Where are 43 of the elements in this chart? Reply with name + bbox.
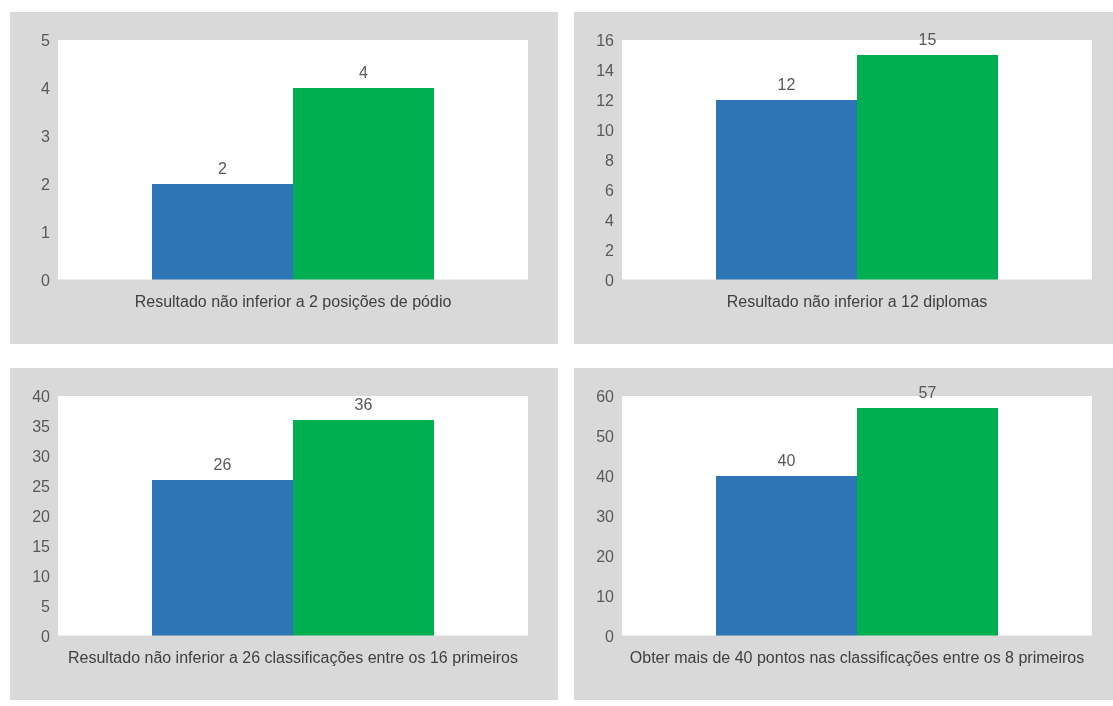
- y-tick-label: 60: [596, 387, 615, 405]
- y-tick-label: 40: [596, 467, 615, 485]
- y-tick-label: 50: [596, 427, 615, 445]
- y-tick-label: 1: [41, 223, 51, 241]
- y-tick-label: 10: [596, 587, 615, 605]
- y-tick-label: 5: [41, 597, 51, 615]
- y-tick-label: 30: [596, 507, 615, 525]
- y-tick-label: 16: [596, 31, 615, 49]
- y-tick-label: 8: [605, 151, 615, 169]
- y-tick-label: 0: [605, 627, 615, 645]
- y-tick-label: 35: [32, 417, 51, 435]
- x-tick-label: Resultado não inferior a 2 posições de pódio: [134, 293, 452, 311]
- y-tick-label: 4: [41, 79, 51, 97]
- x-tick-label: Resultado não inferior a 26 classificações entre os 16 primeiros: [67, 649, 519, 667]
- y-tick-label: 5: [41, 31, 51, 49]
- x-tick-label: Obter mais de 40 pontos nas classificações entre os 8 primeiros: [629, 649, 1085, 667]
- data-label: 2: [218, 160, 228, 177]
- y-tick-label: 30: [32, 447, 51, 465]
- y-tick-label: 10: [32, 567, 51, 585]
- data-label: 26: [213, 456, 232, 473]
- data-label: 40: [777, 452, 796, 469]
- y-tick-label: 20: [32, 507, 51, 525]
- x-tick-label: Resultado não inferior a 12 diplomas: [726, 293, 988, 311]
- y-tick-label: 14: [596, 61, 615, 79]
- y-tick-label: 0: [41, 271, 51, 289]
- y-tick-label: 40: [32, 387, 51, 405]
- y-tick-label: 2: [41, 175, 51, 193]
- y-tick-label: 6: [605, 181, 615, 199]
- y-tick-label: 4: [605, 211, 615, 229]
- y-tick-label: 15: [32, 537, 51, 555]
- y-tick-label: 12: [596, 91, 615, 109]
- y-tick-label: 10: [596, 121, 615, 139]
- data-label: 4: [359, 64, 369, 81]
- data-label: 12: [777, 76, 796, 93]
- y-tick-label: 25: [32, 477, 51, 495]
- y-tick-label: 0: [41, 627, 51, 645]
- y-tick-label: 20: [596, 547, 615, 565]
- y-tick-label: 2: [605, 241, 615, 259]
- y-tick-label: 3: [41, 127, 51, 145]
- data-label: 57: [918, 384, 937, 401]
- data-label: 15: [918, 31, 937, 48]
- y-tick-label: 0: [605, 271, 615, 289]
- data-label: 36: [354, 396, 373, 413]
